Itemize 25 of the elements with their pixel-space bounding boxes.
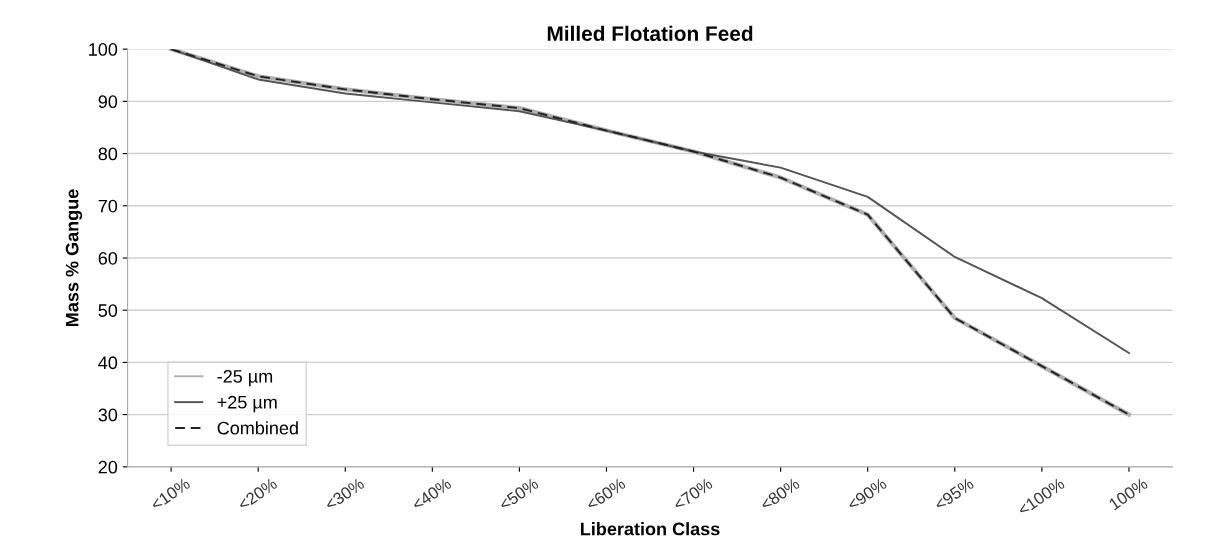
- legend-label: Combined: [217, 421, 298, 435]
- chart-title: Milled Flotation Feed: [547, 25, 753, 42]
- y-tick-label: 70: [98, 199, 118, 213]
- y-axis-title: Mass % Gangue: [65, 189, 83, 327]
- x-tick-label: <95%: [933, 477, 975, 511]
- legend-label: +25 µm: [217, 395, 277, 413]
- y-tick-label: 90: [98, 95, 118, 109]
- x-tick-label: <40%: [411, 477, 453, 511]
- y-tick-label: 80: [98, 147, 118, 161]
- x-tick-label: <90%: [846, 477, 888, 511]
- x-tick-label: <70%: [672, 477, 714, 511]
- x-tick-label: <60%: [585, 477, 627, 511]
- x-tick-label: <10%: [149, 477, 191, 511]
- y-tick-label: 40: [98, 356, 118, 370]
- legend-label: -25 µm: [217, 369, 273, 387]
- x-axis-title: Liberation Class: [581, 522, 720, 536]
- x-tick-label: <50%: [498, 477, 540, 511]
- y-tick-label: 60: [98, 251, 118, 265]
- y-tick-label: 20: [98, 460, 118, 474]
- y-tick-label: 100: [89, 43, 118, 56]
- x-tick-label: <20%: [237, 477, 278, 511]
- x-tick-label: <80%: [759, 477, 801, 511]
- x-tick-label: <30%: [324, 477, 365, 511]
- y-tick-label: 50: [98, 304, 118, 317]
- y-tick-label: 30: [98, 408, 118, 422]
